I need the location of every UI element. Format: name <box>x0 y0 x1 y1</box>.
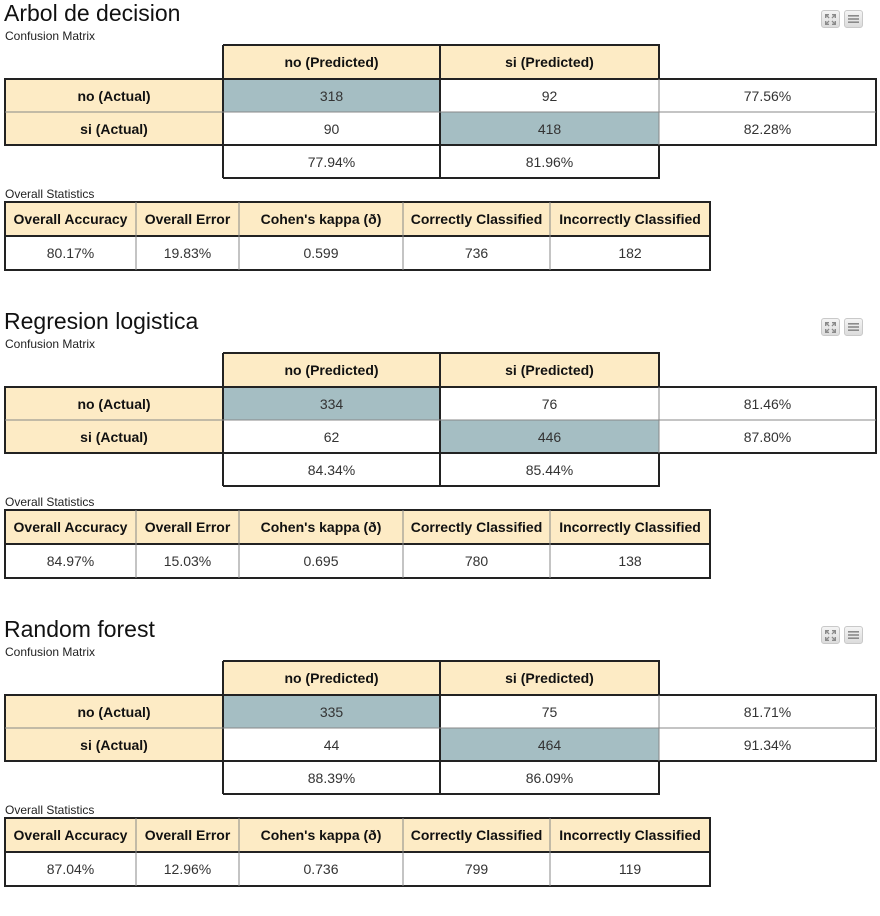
stat-header: Overall Accuracy <box>5 818 136 852</box>
stat-value: 0.736 <box>239 852 403 886</box>
matrix-cell: 62 <box>223 420 440 453</box>
matrix-cell: 418 <box>440 112 659 145</box>
menu-icon <box>848 14 859 24</box>
stat-header: Overall Error <box>136 510 239 544</box>
toolbar <box>821 10 863 28</box>
column-percentage: 85.44% <box>440 453 659 486</box>
row-percentage: 91.34% <box>659 728 876 761</box>
stat-value: 87.04% <box>5 852 136 886</box>
stat-header: Incorrectly Classified <box>550 202 710 236</box>
confusion-matrix-label: Confusion Matrix <box>5 29 95 43</box>
actual-header: no (Actual) <box>5 387 223 420</box>
model-title: Random forest <box>4 616 155 642</box>
stat-value: 736 <box>403 236 550 270</box>
overall-statistics-label: Overall Statistics <box>5 187 94 201</box>
column-percentage: 88.39% <box>223 761 440 794</box>
matrix-cell: 318 <box>223 79 440 112</box>
stat-header: Cohen's kappa (ð ) <box>239 202 403 236</box>
stat-header: Overall Accuracy <box>5 202 136 236</box>
stat-value: 15.03% <box>136 544 239 578</box>
stat-value: 780 <box>403 544 550 578</box>
column-percentage: 86.09% <box>440 761 659 794</box>
stat-header: Cohen's kappa (ð ) <box>239 510 403 544</box>
stat-value: 12.96% <box>136 852 239 886</box>
stat-value: 119 <box>550 852 710 886</box>
stat-header: Incorrectly Classified <box>550 818 710 852</box>
model-title: Regresion logistica <box>4 308 198 334</box>
expand-icon <box>825 630 836 641</box>
confusion-matrix-label: Confusion Matrix <box>5 645 95 659</box>
row-percentage: 81.46% <box>659 387 876 420</box>
stat-header: Cohen's kappa (ð ) <box>239 818 403 852</box>
predicted-header: si (Predicted) <box>440 353 659 386</box>
predicted-header: no (Predicted) <box>223 353 440 386</box>
actual-header: no (Actual) <box>5 79 223 112</box>
menu-button[interactable] <box>844 10 863 28</box>
expand-button[interactable] <box>821 626 840 644</box>
menu-button[interactable] <box>844 626 863 644</box>
stat-header: Overall Error <box>136 202 239 236</box>
confusion-matrix-label: Confusion Matrix <box>5 337 95 351</box>
stat-header: Incorrectly Classified <box>550 510 710 544</box>
stat-value: 799 <box>403 852 550 886</box>
stat-header: Correctly Classified <box>403 202 550 236</box>
stat-header: Correctly Classified <box>403 818 550 852</box>
expand-button[interactable] <box>821 10 840 28</box>
predicted-header: no (Predicted) <box>223 661 440 694</box>
toolbar <box>821 626 863 644</box>
stat-header: Overall Accuracy <box>5 510 136 544</box>
overall-statistics-label: Overall Statistics <box>5 803 94 817</box>
matrix-cell: 44 <box>223 728 440 761</box>
stat-value: 0.599 <box>239 236 403 270</box>
predicted-header: no (Predicted) <box>223 45 440 78</box>
stat-value: 0.695 <box>239 544 403 578</box>
stat-value: 138 <box>550 544 710 578</box>
menu-icon <box>848 322 859 332</box>
column-percentage: 84.34% <box>223 453 440 486</box>
stat-header: Overall Error <box>136 818 239 852</box>
matrix-cell: 75 <box>440 695 659 728</box>
menu-button[interactable] <box>844 318 863 336</box>
expand-button[interactable] <box>821 318 840 336</box>
stat-value: 182 <box>550 236 710 270</box>
model-section: Arbol de decision Confusion Matrix no (P… <box>0 0 880 300</box>
actual-header: si (Actual) <box>5 728 223 761</box>
column-percentage: 77.94% <box>223 145 440 178</box>
matrix-cell: 335 <box>223 695 440 728</box>
actual-header: no (Actual) <box>5 695 223 728</box>
actual-header: si (Actual) <box>5 420 223 453</box>
model-section: Random forest Confusion Matrix no (Predi… <box>0 616 880 916</box>
row-percentage: 81.71% <box>659 695 876 728</box>
matrix-cell: 464 <box>440 728 659 761</box>
matrix-cell: 446 <box>440 420 659 453</box>
row-percentage: 77.56% <box>659 79 876 112</box>
predicted-header: si (Predicted) <box>440 45 659 78</box>
model-title: Arbol de decision <box>4 0 180 26</box>
actual-header: si (Actual) <box>5 112 223 145</box>
stat-value: 84.97% <box>5 544 136 578</box>
model-section: Regresion logistica Confusion Matrix no … <box>0 308 880 608</box>
expand-icon <box>825 14 836 25</box>
expand-icon <box>825 322 836 333</box>
matrix-cell: 334 <box>223 387 440 420</box>
stat-value: 19.83% <box>136 236 239 270</box>
toolbar <box>821 318 863 336</box>
menu-icon <box>848 630 859 640</box>
matrix-cell: 92 <box>440 79 659 112</box>
column-percentage: 81.96% <box>440 145 659 178</box>
stat-value: 80.17% <box>5 236 136 270</box>
row-percentage: 87.80% <box>659 420 876 453</box>
row-percentage: 82.28% <box>659 112 876 145</box>
overall-statistics-label: Overall Statistics <box>5 495 94 509</box>
predicted-header: si (Predicted) <box>440 661 659 694</box>
stat-header: Correctly Classified <box>403 510 550 544</box>
matrix-cell: 76 <box>440 387 659 420</box>
matrix-cell: 90 <box>223 112 440 145</box>
